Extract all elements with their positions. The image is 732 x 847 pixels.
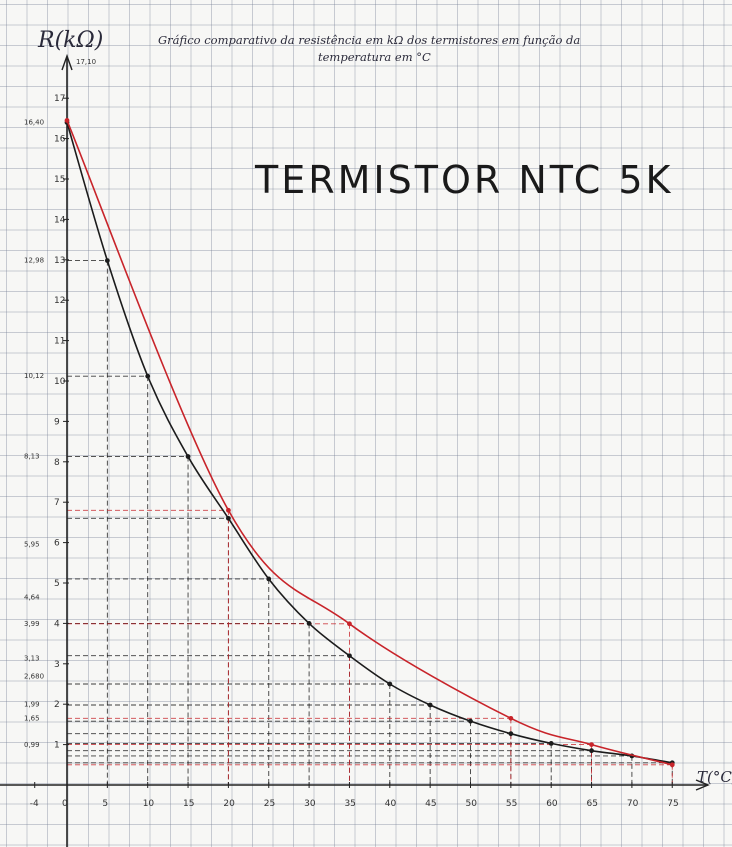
series-black-point <box>548 740 554 746</box>
x-tick-label: 40 <box>385 799 397 809</box>
x-tick-label: 25 <box>264 799 275 809</box>
x-tick-label: 10 <box>143 799 155 809</box>
series-red-point <box>669 762 675 768</box>
y-axis-label: R(kΩ) <box>37 28 103 53</box>
x-tick-label: 50 <box>466 799 478 809</box>
y-value-label: 2,680 <box>24 673 44 681</box>
y-tick-label: 3 <box>54 660 60 670</box>
x-tick-label: 65 <box>587 799 598 809</box>
series-black-point <box>427 702 433 708</box>
x-tick-label: 45 <box>425 799 436 809</box>
x-tick-label: 15 <box>183 799 194 809</box>
y-tick-label: 2 <box>54 700 60 710</box>
series-red-point <box>64 118 70 123</box>
y-value-label: 0,99 <box>24 741 40 749</box>
chart-subtitle: TERMISTOR NTC 5K <box>254 158 673 202</box>
y-tick-label: 1 <box>54 741 60 751</box>
series-black-point <box>347 653 352 659</box>
x-tick-label: 20 <box>223 799 235 809</box>
y-value-label: 16,40 <box>24 118 44 126</box>
y-value-label: 3,13 <box>24 655 40 663</box>
y-value-label: 4,64 <box>24 594 40 602</box>
y-value-label: 1,65 <box>24 714 40 722</box>
y-value-label: 8,13 <box>24 453 40 461</box>
series-black-point <box>508 731 514 737</box>
chart-title: Gráfico comparativo da resistência em kΩ… <box>158 33 584 64</box>
x-tick-label: 35 <box>344 799 355 809</box>
series-red-point <box>347 621 352 627</box>
y-tick-label: 10 <box>54 377 66 387</box>
axes <box>0 53 710 847</box>
x-tick-label: 30 <box>304 799 316 809</box>
chart-title-line-2: temperatura em °C <box>318 50 431 64</box>
series-group <box>64 118 675 768</box>
y-tick-label: 13 <box>54 256 65 266</box>
series-red-point <box>226 507 231 513</box>
series-black-line <box>66 122 673 764</box>
y-tick-label: 16 <box>54 135 66 145</box>
series-black-point <box>589 748 594 754</box>
y-value-label: 10,12 <box>24 372 44 380</box>
series-black-point <box>104 258 110 264</box>
y-tick-label: 4 <box>54 619 60 629</box>
y-tick-label: 9 <box>54 417 60 427</box>
series-black-point <box>306 621 312 626</box>
series-red-point <box>589 742 594 747</box>
y-top-note: 17,10 <box>76 58 96 66</box>
series-black-point <box>226 515 231 521</box>
chart-title-line-1: Gráfico comparativo da resistência em kΩ… <box>158 33 580 47</box>
y-value-label: 1,99 <box>24 701 40 709</box>
x-tick-label: 5 <box>102 799 108 809</box>
series-red-line <box>66 120 673 766</box>
y-value-label: 12,98 <box>24 257 44 265</box>
x-axis-arrow <box>695 779 710 791</box>
y-tick-label: 15 <box>54 175 65 185</box>
y-tick-label: 6 <box>54 539 60 549</box>
series-black-point <box>468 718 473 724</box>
y-value-label: 3,99 <box>24 620 40 628</box>
series-black-point <box>185 454 191 459</box>
y-tick-label: 8 <box>54 458 60 468</box>
y-value-label: 5,95 <box>24 541 40 549</box>
x-tick-label: 55 <box>506 799 517 809</box>
guide-lines <box>67 260 673 785</box>
x-tick-label: -4 <box>30 799 39 809</box>
series-black-point <box>387 681 393 687</box>
x-tick-label: 0 <box>62 799 68 809</box>
y-tick-label: 17 <box>54 94 65 104</box>
y-tick-label: 12 <box>54 296 65 306</box>
labels-group: -4 0 5 10 15 20 25 30 35 40 45 50 55 60 65 70 7512345678… <box>24 94 679 809</box>
y-tick-label: 11 <box>54 337 65 347</box>
series-black-point <box>266 576 272 582</box>
series-black-point <box>145 373 151 379</box>
x-tick-label: 75 <box>667 799 678 809</box>
y-axis-arrow <box>61 53 73 71</box>
y-tick-label: 7 <box>54 498 60 508</box>
y-tick-label: 14 <box>54 215 66 225</box>
x-tick-label: 70 <box>627 799 639 809</box>
x-axis-label: T(°C) <box>697 768 732 786</box>
series-red-point <box>508 715 514 721</box>
x-tick-label: 60 <box>546 799 558 809</box>
y-tick-label: 5 <box>54 579 60 589</box>
